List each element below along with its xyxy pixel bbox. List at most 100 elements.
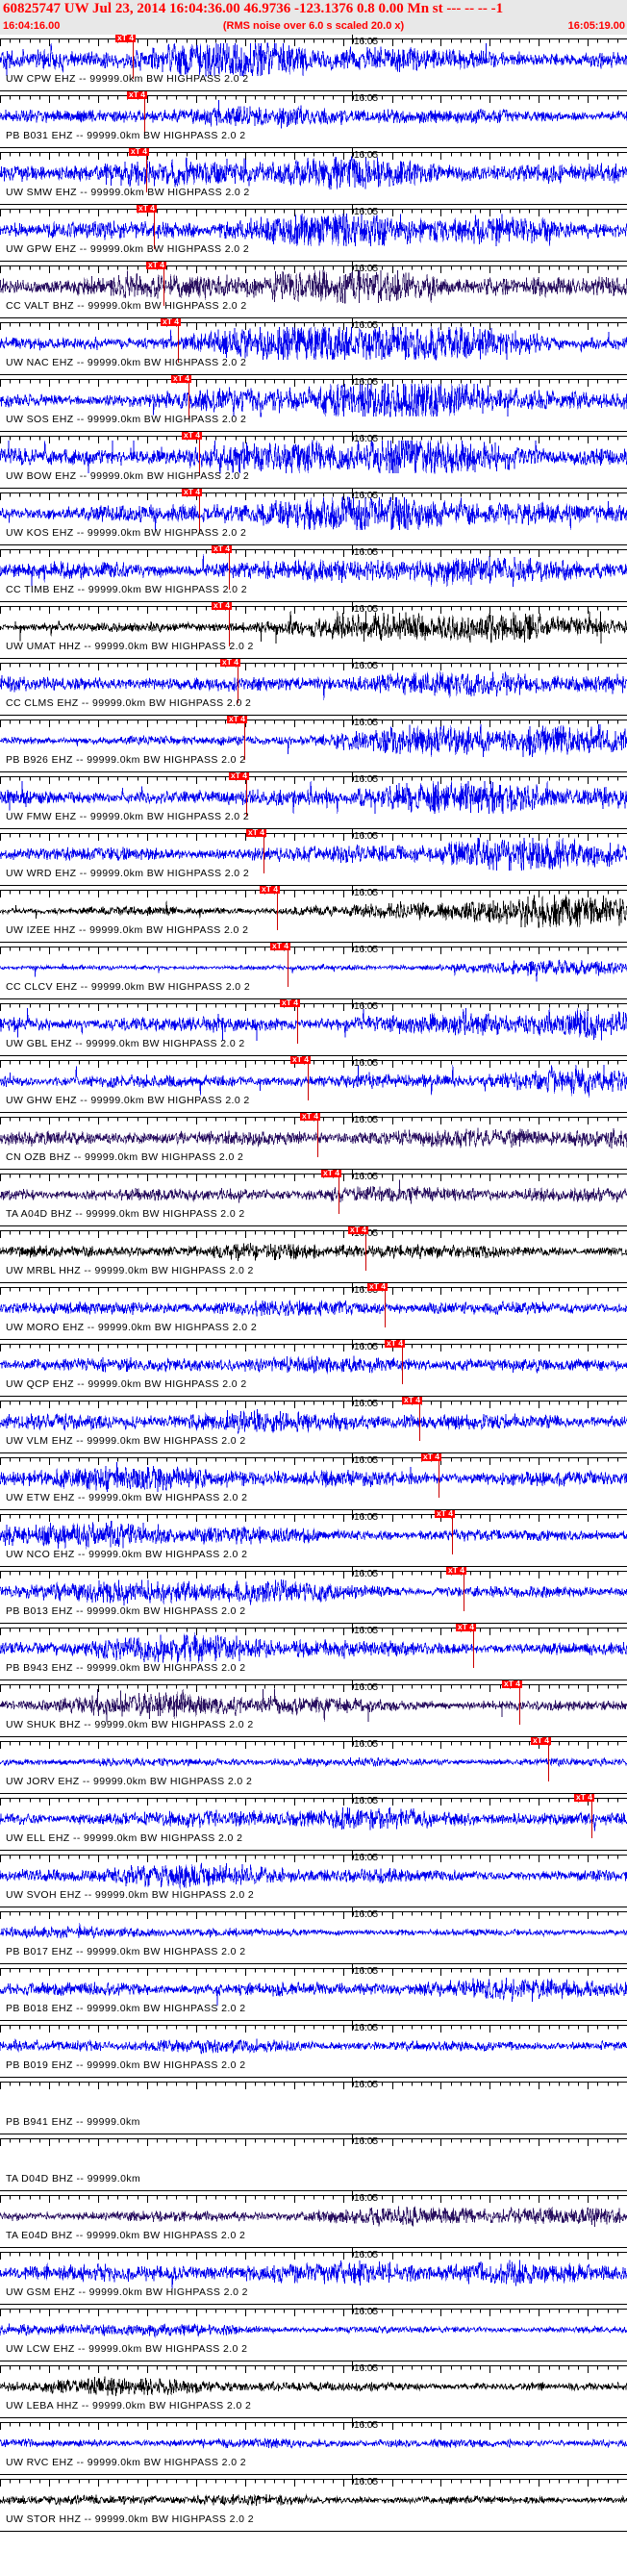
pick-label[interactable]: xT 4 [385, 1340, 406, 1348]
pick-label[interactable]: xT 4 [502, 1680, 523, 1688]
pick-label[interactable]: xT 4 [182, 489, 203, 496]
trace-row[interactable]: 16:05 xT 4 UW JORV EHZ -- 99999.0km BW HIG… [0, 1737, 627, 1794]
trace-row[interactable]: 16:05 PB B017 EHZ -- 99999.0km BW HIGHPAS… [0, 1907, 627, 1964]
trace-row[interactable]: 16:05 PB B018 EHZ -- 99999.0km BW HIGHPAS… [0, 1964, 627, 2021]
minute-tick-label: 16:05 [354, 604, 379, 615]
pick-label[interactable]: xT 4 [280, 999, 301, 1007]
minute-tick-mark [352, 1397, 353, 1406]
trace-row[interactable]: 16:05 xT 4 UW WRD EHZ -- 99999.0km BW HIGH… [0, 829, 627, 886]
pick-label[interactable]: xT 4 [229, 772, 250, 780]
pick-label[interactable]: xT 4 [260, 886, 281, 894]
trace-row[interactable]: 16:05 xT 4 UW SHUK BHZ -- 99999.0km BW HIG… [0, 1680, 627, 1737]
trace-row[interactable]: 16:05 TA D04D BHZ -- 99999.0km [0, 2134, 627, 2191]
pick-label[interactable]: xT 4 [270, 943, 291, 950]
pick-marker-line [519, 1682, 520, 1725]
trace-row[interactable]: 16:05 xT 4 CC CLMS EHZ -- 99999.0km BW HIG… [0, 659, 627, 716]
trace-row[interactable]: 16:05 xT 4 CC VALT BHZ -- 99999.0km BW HIG… [0, 262, 627, 318]
minute-tick-label: 16:05 [354, 2420, 379, 2431]
trace-row[interactable]: 16:05 xT 4 CC TIMB EHZ -- 99999.0km BW HIG… [0, 545, 627, 602]
pick-label[interactable]: xT 4 [531, 1737, 552, 1745]
minute-tick-mark [352, 1794, 353, 1804]
pick-label[interactable]: xT 4 [137, 205, 158, 213]
trace-row[interactable]: 16:05 xT 4 UW GBL EHZ -- 99999.0km BW HIGH… [0, 999, 627, 1056]
pick-label[interactable]: xT 4 [227, 716, 248, 723]
pick-label[interactable]: xT 4 [146, 262, 167, 269]
trace-row[interactable]: 16:05 PB B941 EHZ -- 99999.0km [0, 2078, 627, 2134]
pick-label[interactable]: xT 4 [300, 1113, 321, 1121]
pick-label[interactable]: xT 4 [129, 148, 150, 156]
trace-row[interactable]: 16:05 xT 4 UW VLM EHZ -- 99999.0km BW HIGH… [0, 1397, 627, 1453]
trace-label: UW GPW EHZ -- 99999.0km BW HIGHPASS 2.0 … [6, 243, 250, 255]
trace-row[interactable]: 16:05 xT 4 UW IZEE HHZ -- 99999.0km BW HIG… [0, 886, 627, 943]
pick-label[interactable]: xT 4 [348, 1226, 369, 1234]
minute-tick-label: 16:05 [354, 1569, 379, 1579]
minute-tick-label: 16:05 [354, 1682, 379, 1693]
trace-row[interactable]: 16:05 xT 4 PB B013 EHZ -- 99999.0km BW HIG… [0, 1567, 627, 1624]
trace-row[interactable]: 16:05 xT 4 PB B031 EHZ -- 99999.0km BW HIG… [0, 91, 627, 148]
trace-row[interactable]: 16:05 xT 4 UW ELL EHZ -- 99999.0km BW HIGH… [0, 1794, 627, 1851]
waveform [0, 1972, 627, 2007]
pick-label[interactable]: xT 4 [290, 1056, 312, 1064]
trace-row[interactable]: 16:05 xT 4 UW BOW EHZ -- 99999.0km BW HIGH… [0, 432, 627, 489]
pick-label[interactable]: xT 4 [446, 1567, 467, 1575]
pick-label[interactable]: xT 4 [421, 1453, 442, 1461]
pick-label[interactable]: xT 4 [115, 35, 137, 42]
pick-label[interactable]: xT 4 [456, 1624, 477, 1631]
pick-marker-line [246, 774, 247, 817]
trace-row[interactable]: 16:05 UW STOR HHZ -- 99999.0km BW HIGHPAS… [0, 2475, 627, 2532]
trace-row[interactable]: 16:05 UW GSM EHZ -- 99999.0km BW HIGHPASS… [0, 2248, 627, 2305]
trace-row[interactable]: 16:05 xT 4 UW GHW EHZ -- 99999.0km BW HIGH… [0, 1056, 627, 1113]
trace-row[interactable]: 16:05 xT 4 UW MORO EHZ -- 99999.0km BW HIG… [0, 1283, 627, 1340]
pick-label[interactable]: xT 4 [321, 1170, 342, 1177]
trace-row[interactable]: 16:05 xT 4 UW QCP EHZ -- 99999.0km BW HIGH… [0, 1340, 627, 1397]
pick-label[interactable]: xT 4 [574, 1794, 595, 1802]
trace-row[interactable]: 16:05 xT 4 UW CPW EHZ -- 99999.0km BW HIGH… [0, 35, 627, 91]
row-divider [0, 1396, 627, 1397]
pick-label[interactable]: xT 4 [171, 375, 192, 383]
pick-label[interactable]: xT 4 [182, 432, 203, 440]
trace-row[interactable]: 16:05 UW LCW EHZ -- 99999.0km BW HIGHPASS… [0, 2305, 627, 2361]
trace-label: PB B943 EHZ -- 99999.0km BW HIGHPASS 2.0… [6, 1662, 246, 1674]
trace-row[interactable]: 16:05 xT 4 UW FMW EHZ -- 99999.0km BW HIGH… [0, 772, 627, 829]
minute-tick-mark [352, 1964, 353, 1974]
minute-tick-label: 16:05 [354, 1853, 379, 1863]
trace-row[interactable]: 16:05 xT 4 CN OZB BHZ -- 99999.0km BW HIGH… [0, 1113, 627, 1170]
waveform [0, 1461, 627, 1496]
time-axis [0, 2248, 627, 2260]
pick-label[interactable]: xT 4 [402, 1397, 423, 1404]
pick-label[interactable]: xT 4 [246, 829, 267, 837]
trace-row[interactable]: 16:05 UW LEBA HHZ -- 99999.0km BW HIGHPAS… [0, 2361, 627, 2418]
trace-row[interactable]: 16:05 xT 4 UW SMW EHZ -- 99999.0km BW HIGH… [0, 148, 627, 205]
pick-label[interactable]: xT 4 [220, 659, 241, 667]
trace-row[interactable]: 16:05 xT 4 UW SOS EHZ -- 99999.0km BW HIGH… [0, 375, 627, 432]
trace-label: PB B926 EHZ -- 99999.0km BW HIGHPASS 2.0… [6, 754, 246, 766]
trace-row[interactable]: 16:05 xT 4 UW UMAT HHZ -- 99999.0km BW HIG… [0, 602, 627, 659]
trace-row[interactable]: 16:05 xT 4 CC CLCV EHZ -- 99999.0km BW HIG… [0, 943, 627, 999]
pick-label[interactable]: xT 4 [161, 318, 182, 326]
trace-row[interactable]: 16:05 xT 4 UW ETW EHZ -- 99999.0km BW HIGH… [0, 1453, 627, 1510]
pick-label[interactable]: xT 4 [212, 602, 233, 610]
pick-label[interactable]: xT 4 [367, 1283, 389, 1291]
time-axis [0, 2078, 627, 2089]
trace-row[interactable]: 16:05 UW SVOH EHZ -- 99999.0km BW HIGHPAS… [0, 1851, 627, 1907]
trace-row[interactable]: 16:05 xT 4 UW NCO EHZ -- 99999.0km BW HIGH… [0, 1510, 627, 1567]
trace-row[interactable]: 16:05 xT 4 UW KOS EHZ -- 99999.0km BW HIGH… [0, 489, 627, 545]
trace-row[interactable]: 16:05 xT 4 TA A04D BHZ -- 99999.0km BW HIG… [0, 1170, 627, 1226]
trace-row[interactable]: 16:05 TA E04D BHZ -- 99999.0km BW HIGHPAS… [0, 2191, 627, 2248]
trace-row[interactable]: 16:05 xT 4 UW GPW EHZ -- 99999.0km BW HIGH… [0, 205, 627, 262]
trace-row[interactable]: 16:05 xT 4 PB B926 EHZ -- 99999.0km BW HIG… [0, 716, 627, 772]
minute-tick-label: 16:05 [354, 2477, 379, 2488]
trace-row[interactable]: 16:05 xT 4 UW NAC EHZ -- 99999.0km BW HIGH… [0, 318, 627, 375]
pick-label[interactable]: xT 4 [127, 91, 148, 99]
trace-row[interactable]: 16:05 UW RVC EHZ -- 99999.0km BW HIGHPASS… [0, 2418, 627, 2475]
event-header-text: 60825747 UW Jul 23, 2014 16:04:36.00 46.… [3, 1, 504, 16]
minute-tick-mark [352, 1113, 353, 1123]
minute-tick-label: 16:05 [354, 207, 379, 217]
pick-label[interactable]: xT 4 [435, 1510, 456, 1518]
row-divider [0, 544, 627, 545]
trace-row[interactable]: 16:05 PB B019 EHZ -- 99999.0km BW HIGHPAS… [0, 2021, 627, 2078]
trace-row[interactable]: 16:05 xT 4 PB B943 EHZ -- 99999.0km BW HIG… [0, 1624, 627, 1680]
minute-tick-mark [352, 205, 353, 215]
pick-label[interactable]: xT 4 [212, 545, 233, 553]
